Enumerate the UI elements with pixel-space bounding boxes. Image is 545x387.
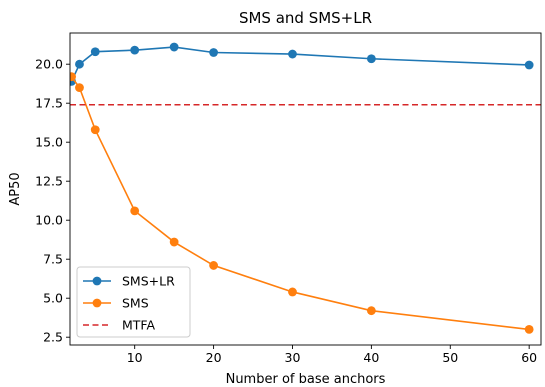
plot-frame [69,32,542,346]
x-tick-label: 30 [285,350,301,365]
legend-marker-sms-lr [92,276,102,286]
data-point-sms-lr [169,42,179,52]
x-tick-label: 20 [206,350,222,365]
data-point-sms-lr [130,45,140,55]
y-axis-title: AP50 [8,172,23,205]
data-point-sms-lr [90,47,100,57]
data-point-sms-lr [75,59,84,69]
data-point-sms [209,261,218,270]
x-tick-label: 40 [363,350,379,365]
data-point-sms [169,237,179,247]
y-tick-label: 10.0 [35,213,63,228]
data-point-sms [524,325,534,334]
data-point-sms-lr [524,60,534,70]
data-point-sms [366,306,376,316]
legend: SMS+LR SMS MTFA [76,266,191,338]
y-tick-label: 15.0 [35,135,63,150]
data-point-sms [90,125,100,135]
x-tick-label: 60 [521,350,537,365]
chart-title: SMS and SMS+LR [239,9,372,27]
x-tick-label: 50 [442,350,458,365]
y-tick-label: 2.5 [43,330,63,345]
x-axis-title: Number of base anchors [226,372,386,387]
data-point-sms [75,83,84,92]
legend-label-sms: SMS [122,296,149,311]
data-point-sms [70,72,76,82]
data-layer [70,42,541,334]
data-point-sms [288,287,297,297]
data-point-sms-lr [366,54,376,64]
data-point-sms-lr [209,48,218,57]
y-tick-label: 12.5 [35,174,63,189]
plot-area: 10 20 30 40 50 60 2.5 5.0 7.5 10.0 12.5 15.0 17.5 20.… [35,32,542,365]
legend-label-mtfa: MTFA [122,318,155,333]
y-tick-label: 7.5 [43,252,63,267]
y-tick-label: 17.5 [35,96,63,111]
legend-marker-sms [92,298,102,308]
legend-box [76,266,191,338]
data-point-sms-lr [288,49,297,59]
x-tick-label: 10 [127,350,143,365]
data-point-sms [130,206,140,216]
y-tick-label: 20.0 [35,57,63,72]
legend-label-sms-lr: SMS+LR [122,274,175,289]
y-tick-label: 5.0 [43,291,63,306]
